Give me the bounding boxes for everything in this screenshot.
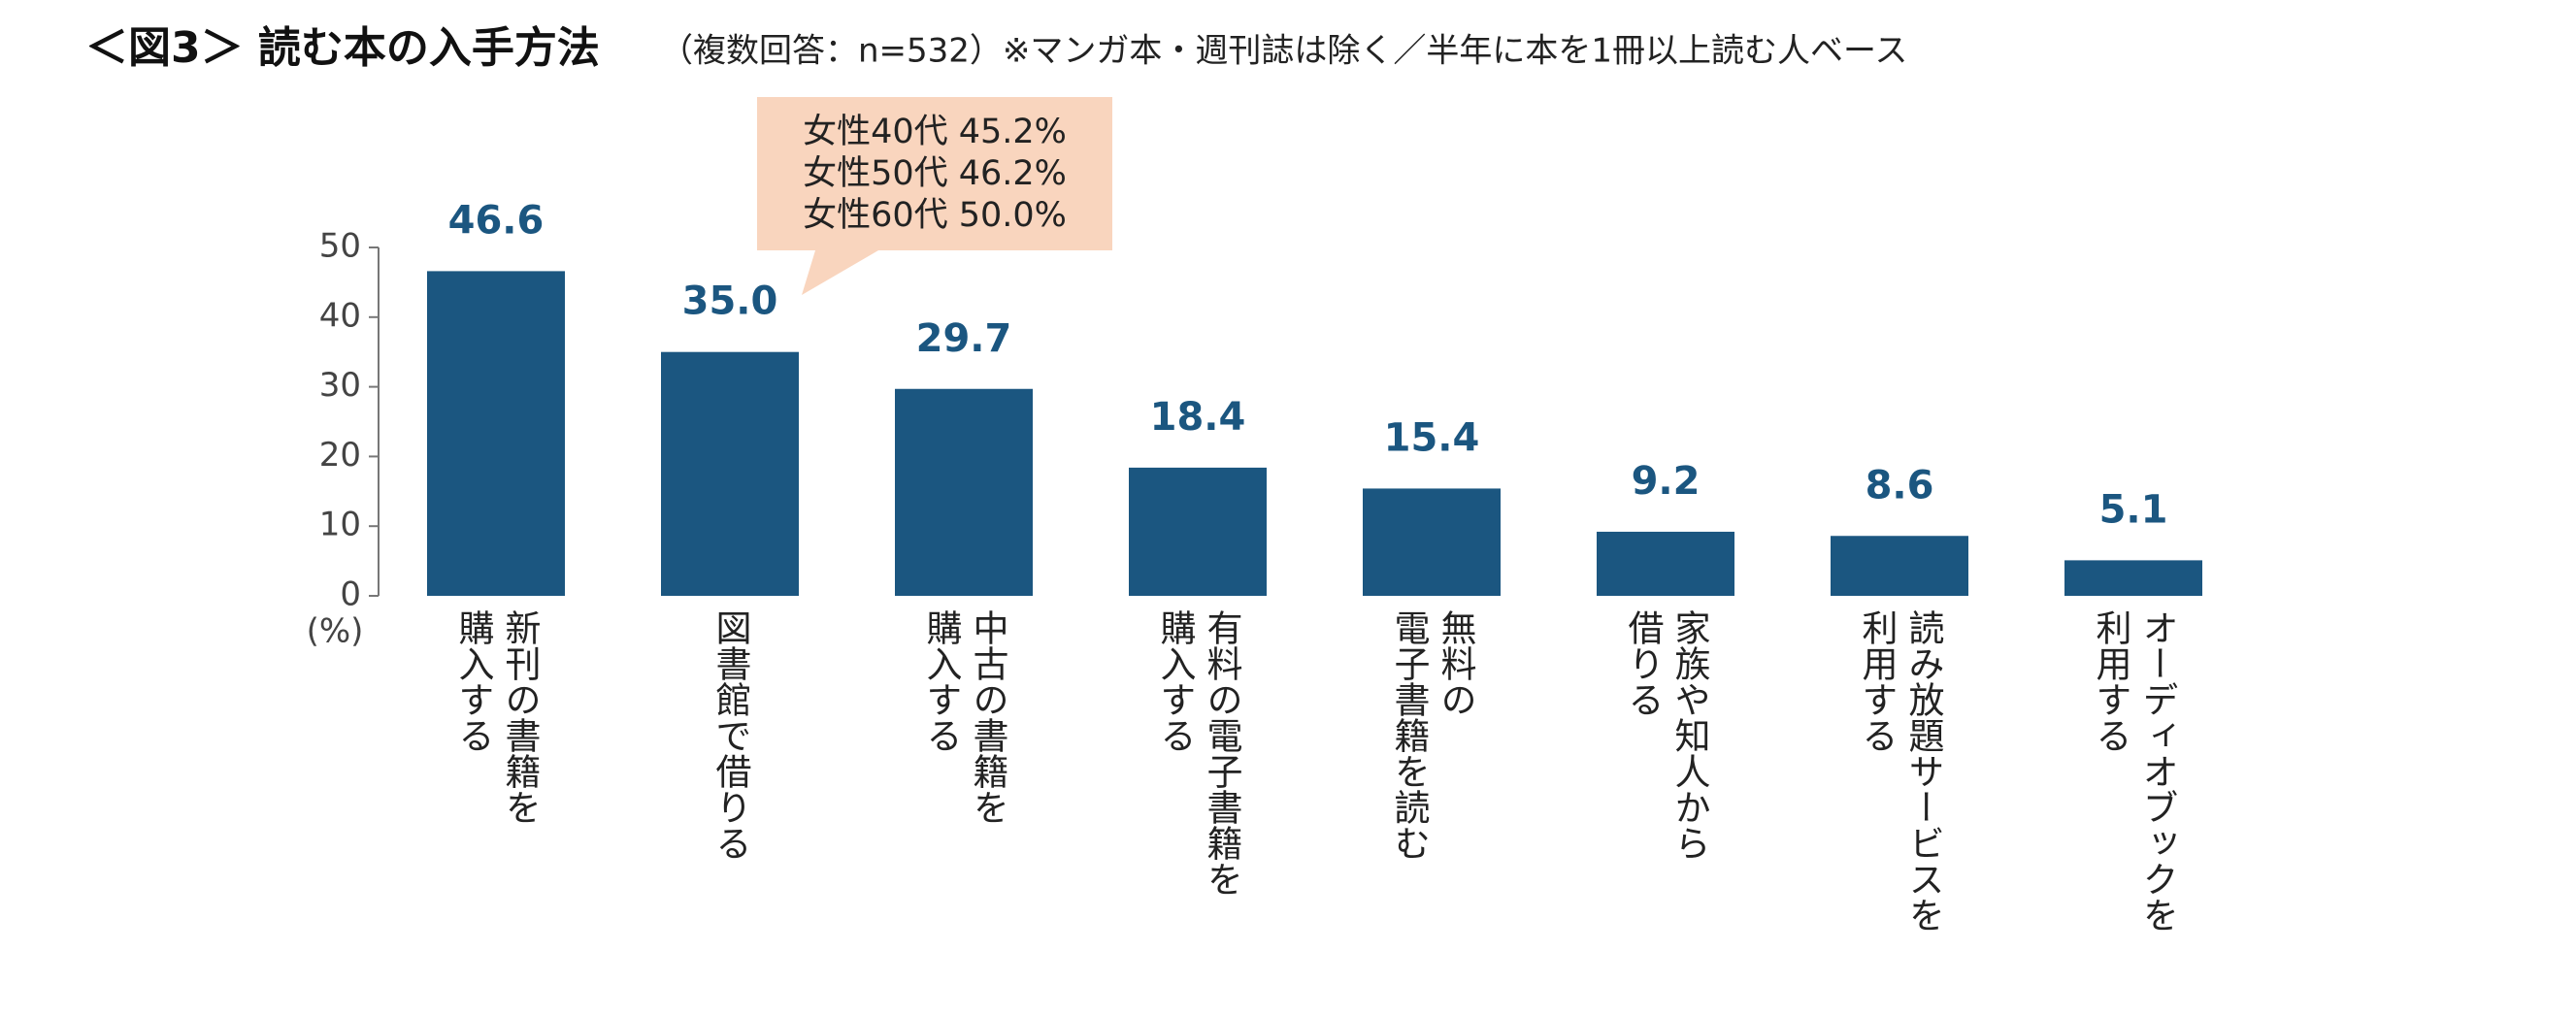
x-tick-label: 読み放題サービスを 利用する (1856, 609, 1944, 933)
value-label: 9.2 (1632, 459, 1701, 504)
x-tick-label: オーディオブックを 利用する (2090, 609, 2178, 933)
bar (1597, 531, 1734, 596)
value-label: 8.6 (1866, 463, 1934, 508)
bar (1363, 488, 1501, 596)
annotation-line: 女性40代 45.2% (803, 113, 1067, 151)
chart-title: ＜図3＞ 読む本の入手方法 (85, 23, 600, 73)
bar (427, 271, 565, 596)
value-label: 15.4 (1384, 415, 1480, 460)
x-tick-label: 図書館で借りる (710, 609, 751, 861)
x-tick-label: 有料の電子書籍を 購入する (1154, 609, 1242, 897)
value-label: 5.1 (2099, 487, 2168, 532)
y-axis-label: (%) (307, 612, 364, 651)
y-tick-label: 30 (319, 366, 361, 405)
y-tick-label: 50 (319, 227, 361, 266)
y-tick-label: 0 (340, 575, 361, 614)
value-label: 35.0 (682, 279, 778, 324)
bar (1831, 536, 1968, 596)
x-tick-label: 家族や知人から 借りる (1622, 609, 1710, 861)
x-tick-label: 新刊の書籍を 購入する (452, 609, 541, 825)
x-tick-label: 無料の 電子書籍を読む (1388, 609, 1476, 861)
y-tick-label: 40 (319, 296, 361, 335)
bar (1129, 467, 1267, 596)
bar (661, 351, 799, 596)
y-tick-label: 20 (319, 436, 361, 475)
bar (895, 388, 1033, 596)
callout (757, 97, 1112, 295)
annotation-line: 女性50代 46.2% (803, 154, 1067, 193)
value-label: 29.7 (916, 316, 1012, 361)
chart-subtitle: （複数回答：n=532）※マンガ本・週刊誌は除く／半年に本を1冊以上読む人ベース (660, 32, 1907, 71)
x-tick-label: 中古の書籍を 購入する (920, 609, 1008, 825)
y-tick-label: 10 (319, 506, 361, 544)
bar (2064, 560, 2202, 596)
value-label: 46.6 (448, 198, 545, 243)
value-label: 18.4 (1150, 395, 1246, 440)
annotation-line: 女性60代 50.0% (803, 196, 1067, 235)
